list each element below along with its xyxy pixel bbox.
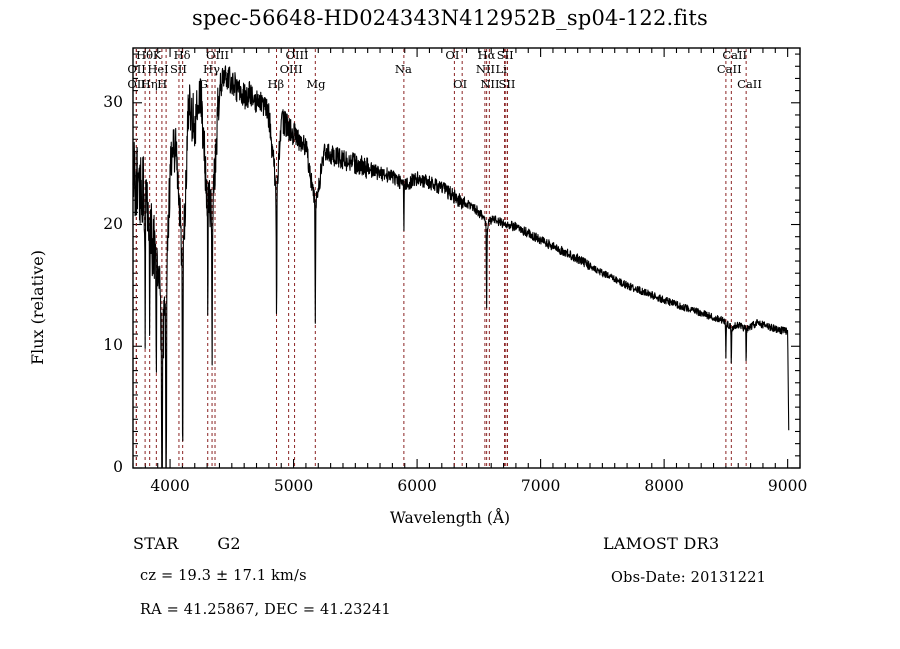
spectrum-trace [132, 65, 790, 469]
spectral-line-label: Li [495, 62, 507, 76]
x-tick-label: 4000 [150, 477, 190, 495]
spectral-line-label: Hβ [267, 77, 285, 91]
axis-ticks [132, 48, 801, 469]
spectral-line-label: Na [394, 62, 412, 76]
page-title: spec-56648-HD024343N412952B_sp04-122.fit… [192, 6, 708, 30]
survey-name: LAMOST DR3 [603, 534, 720, 553]
spectral-line-label: HeI [147, 62, 169, 76]
plot-frame [132, 47, 801, 469]
x-tick-label: 6000 [397, 477, 437, 495]
spectral-line-label: OIII [206, 48, 230, 62]
y-tick-label: 10 [103, 336, 123, 355]
spectral-line-label: Hδ [173, 48, 191, 62]
spectral-line-label: OIII [285, 48, 309, 62]
x-tick-label: 7000 [520, 477, 561, 495]
spectral-line-label: G [198, 77, 208, 91]
spectral-line-label: SII [169, 62, 187, 76]
coordinates: RA = 41.25867, DEC = 41.23241 [140, 602, 391, 618]
y-tick-label: 20 [103, 214, 123, 233]
spectral-line-label: CaII [737, 77, 762, 91]
spectral-line-label: Mg [306, 77, 326, 91]
spectral-line-label: NII [475, 62, 496, 76]
spectral-line-label: NII [480, 77, 500, 91]
y-tick-label: 0 [113, 458, 123, 476]
y-axis-label: Flux (relative) [28, 250, 47, 365]
object-class: STAR G2 [133, 534, 241, 553]
spectral-line-label: Hθ [136, 48, 154, 62]
spectral-line-label: Hα [477, 48, 496, 62]
redshift-velocity: cz = 19.3 ± 17.1 km/s [140, 568, 307, 584]
y-tick-label: 30 [103, 92, 123, 111]
spectral-line-label: Hη [140, 77, 158, 91]
spectral-line-label: SII [496, 48, 514, 62]
x-axis-label: Wavelength (Å) [389, 509, 511, 527]
spectral-line-label: OI [453, 77, 468, 91]
spectral-line-label: CaII [722, 48, 748, 62]
spectral-line-label: Hγ [203, 62, 220, 76]
x-tick-label: 5000 [273, 477, 314, 495]
line-marker-group [135, 49, 747, 467]
x-tick-label: 8000 [644, 477, 684, 495]
spectral-line-label: K [152, 48, 162, 62]
spectral-line-label: SII [498, 77, 516, 91]
observation-date: Obs-Date: 20131221 [611, 570, 767, 586]
spectral-line-label: OII [127, 62, 146, 76]
spectral-line-label: CaII [716, 62, 742, 76]
spectral-line-label: H [157, 77, 168, 91]
spectral-line-label: OI [445, 48, 460, 62]
spectral-line-label: OII [127, 77, 146, 91]
spectral-line-label: OIII [279, 62, 303, 76]
x-tick-label: 9000 [767, 477, 808, 495]
